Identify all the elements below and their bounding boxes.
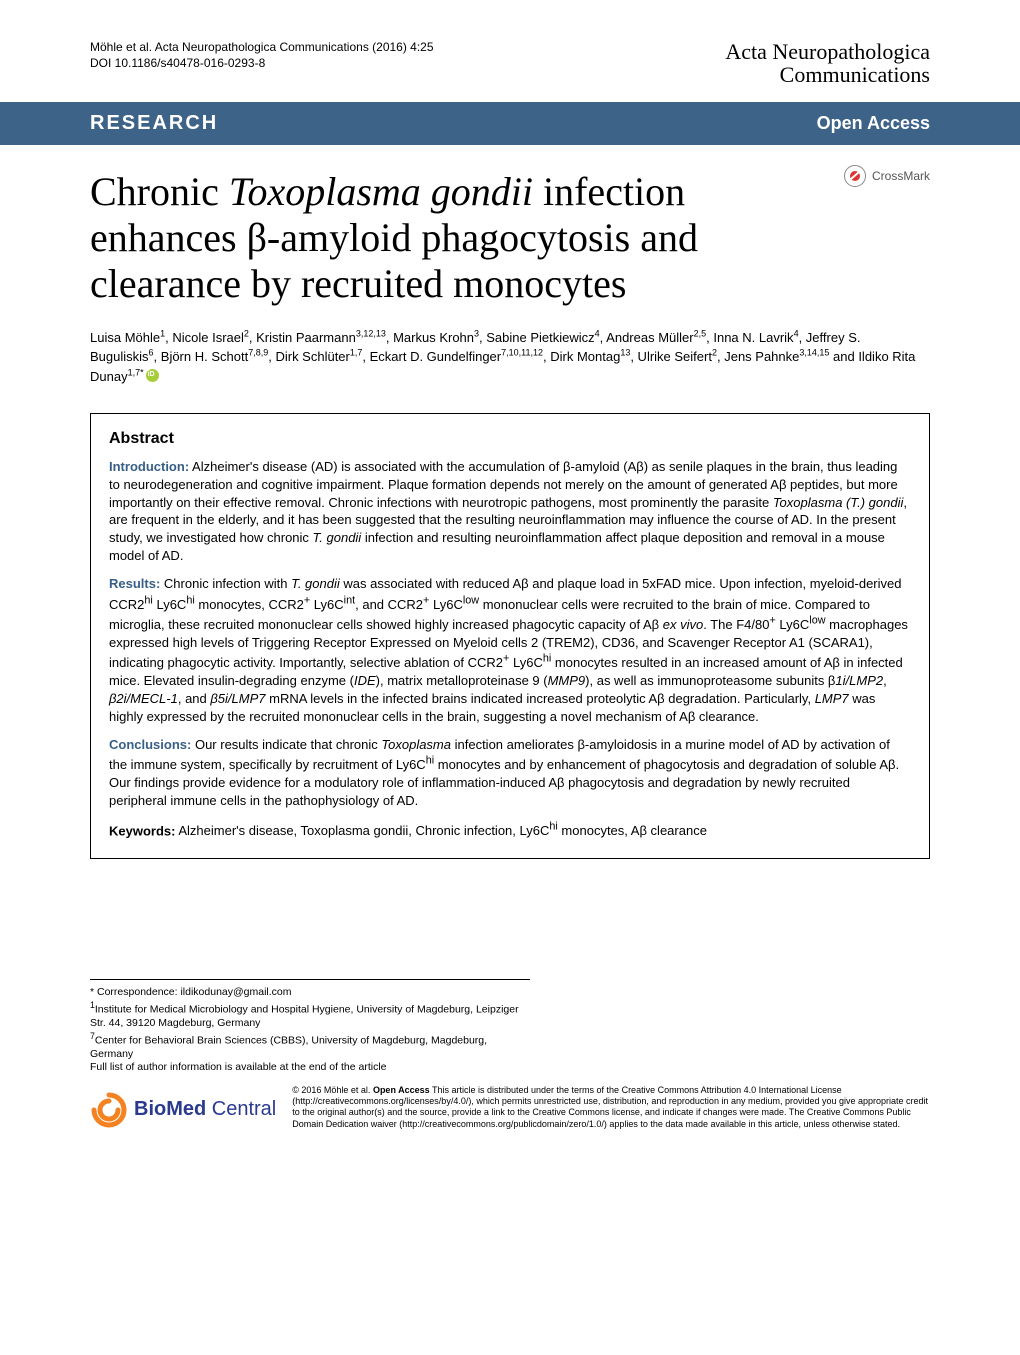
running-head: Möhle et al. Acta Neuropathologica Commu… — [0, 0, 1020, 102]
journal-line1: Acta Neuropathologica — [725, 40, 930, 63]
abstract-conclusions: Conclusions: Our results indicate that c… — [109, 736, 911, 810]
authors-text: Luisa Möhle1, Nicole Israel2, Kristin Pa… — [90, 330, 915, 385]
results-text: Chronic infection with T. gondii was ass… — [109, 576, 908, 724]
keywords-label: Keywords: — [109, 823, 175, 838]
orcid-icon — [146, 369, 159, 382]
abstract-results: Results: Chronic infection with T. gondi… — [109, 575, 911, 725]
orcid-link[interactable] — [144, 369, 159, 384]
article-title: Chronic Toxoplasma gondii infection enha… — [90, 169, 930, 307]
journal-line2: Communications — [725, 63, 930, 86]
correspondence-line: * Correspondence: ildikodunay@gmail.com — [90, 986, 530, 1000]
conclusions-label: Conclusions: — [109, 737, 191, 752]
abstract-box: Abstract Introduction: Alzheimer's disea… — [90, 413, 930, 859]
affiliation-7: 7Center for Behavioral Brain Sciences (C… — [90, 1031, 530, 1062]
crossmark-link[interactable]: CrossMark — [844, 165, 930, 187]
author-list: Luisa Möhle1, Nicole Israel2, Kristin Pa… — [0, 319, 1020, 392]
article-type-banner: RESEARCH Open Access — [0, 102, 1020, 145]
crossmark-label: CrossMark — [872, 169, 930, 183]
intro-text: Alzheimer's disease (AD) is associated w… — [109, 459, 907, 564]
bmc-text-rest: Central — [206, 1098, 276, 1120]
bmc-swirl-icon — [90, 1091, 128, 1129]
correspondence-footer: * Correspondence: ildikodunay@gmail.com … — [90, 979, 530, 1075]
abstract-heading: Abstract — [109, 430, 911, 448]
doi-line: DOI 10.1186/s40478-016-0293-8 — [90, 56, 434, 72]
open-access-label: Open Access — [817, 113, 930, 134]
abstract-intro: Introduction: Alzheimer's disease (AD) i… — [109, 458, 911, 566]
full-author-info: Full list of author information is avail… — [90, 1061, 530, 1075]
journal-name: Acta Neuropathologica Communications — [725, 40, 930, 86]
crossmark-icon — [844, 165, 866, 187]
citation-block: Möhle et al. Acta Neuropathologica Commu… — [90, 40, 434, 71]
keywords-text: Alzheimer's disease, Toxoplasma gondii, … — [175, 823, 706, 838]
bmc-text-bold: BioMed — [134, 1098, 206, 1120]
publisher-footer: BioMed Central © 2016 Möhle et al. Open … — [0, 1075, 1020, 1160]
affiliation-1: 1Institute for Medical Microbiology and … — [90, 1000, 530, 1031]
intro-label: Introduction: — [109, 459, 189, 474]
conclusions-text: Our results indicate that chronic Toxopl… — [109, 737, 899, 808]
license-text: © 2016 Möhle et al. Open Access This art… — [292, 1085, 930, 1130]
results-label: Results: — [109, 576, 160, 591]
abstract-keywords: Keywords: Alzheimer's disease, Toxoplasm… — [109, 820, 911, 840]
bmc-wordmark: BioMed Central — [134, 1098, 276, 1121]
article-type: RESEARCH — [90, 112, 218, 135]
citation-line: Möhle et al. Acta Neuropathologica Commu… — [90, 40, 434, 56]
biomed-central-logo: BioMed Central — [90, 1085, 276, 1129]
